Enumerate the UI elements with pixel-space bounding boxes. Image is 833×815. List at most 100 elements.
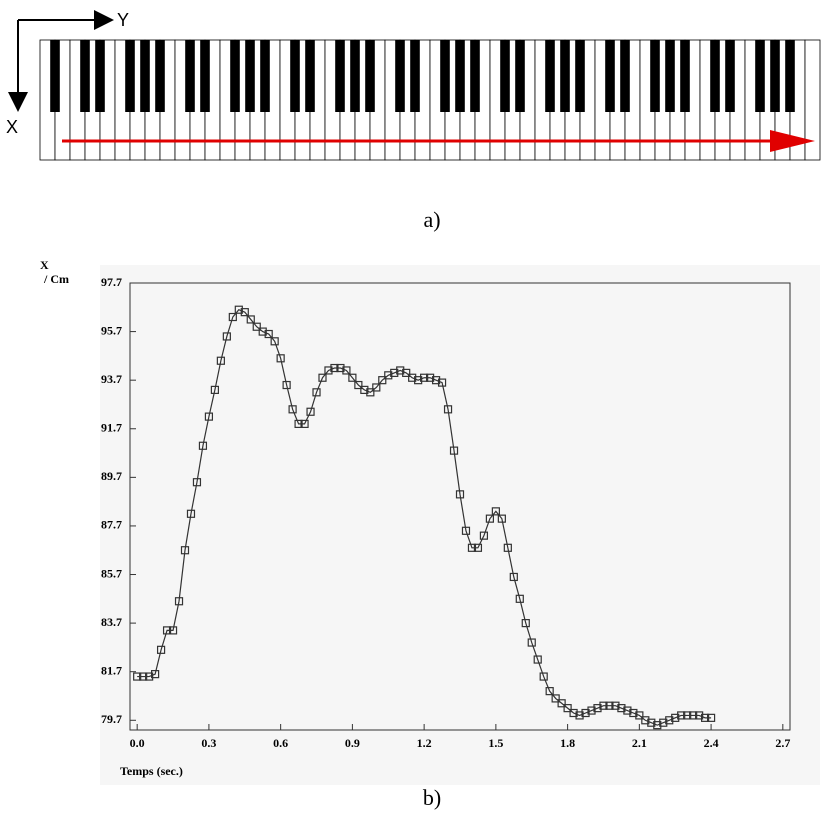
y-tick-label: 79.7 [101,712,122,726]
black-key [605,40,615,112]
data-point [360,385,369,394]
data-point [198,441,208,450]
y-axis-label: / Cm [43,272,69,286]
black-key [185,40,195,112]
data-point [551,694,560,703]
caption-a: a) [423,207,440,232]
data-point [575,711,584,720]
black-key [365,40,375,112]
data-point [557,699,566,708]
x-tick-label: 1.8 [560,736,575,750]
data-point [324,366,333,375]
data-point [384,371,393,380]
data-point [587,706,596,715]
data-point [617,704,626,713]
data-point [420,373,429,382]
data-point [509,572,518,582]
chart-background [100,265,820,785]
data-point [683,711,692,720]
x-tick-label: 0.6 [273,736,288,750]
y-tick-label: 83.7 [101,615,122,629]
black-key [500,40,510,112]
axis-label-y: Y [117,10,129,30]
data-point [701,713,710,722]
data-point [497,514,506,523]
black-key [200,40,210,112]
black-key [245,40,255,112]
piano-keyboard [39,39,821,161]
data-point [348,373,357,382]
data-point [366,388,375,397]
data-point [354,380,363,390]
black-key [515,40,525,112]
caption-b: b) [423,785,441,810]
data-point [593,704,602,713]
data-point [168,626,178,635]
x-tick-label: 0.0 [130,736,145,750]
data-point [294,419,303,429]
black-key [140,40,150,112]
data-point [222,332,231,341]
plot: 79.7 81.7 83.7 85.7 87.7 89.7 91.7 93.7 95.7 97.7… [101,275,790,750]
direction-arrowhead [770,130,815,152]
black-key [545,40,555,112]
data-point [258,327,267,336]
data-point [647,718,656,727]
black-key [410,40,420,112]
black-key [560,40,570,112]
data-point [402,368,411,377]
data-point [437,378,447,387]
data-point [449,446,459,455]
data-point [414,376,423,385]
data-point [270,337,279,346]
data-point [605,701,614,710]
data-point [162,626,172,635]
data-point [426,373,435,382]
data-point [443,405,453,414]
data-point [240,308,249,317]
white-key [804,39,821,161]
data-point [204,412,214,421]
data-point [671,713,680,722]
y-tick-label: 95.7 [101,323,122,337]
y-tick-label: 85.7 [101,566,122,580]
black-key [95,40,105,112]
black-key [710,40,720,112]
data-point [563,704,572,713]
y-tick-label: 97.7 [101,275,122,289]
data-point [156,645,166,654]
data-point [312,388,321,397]
data-point [306,407,315,416]
data-point [133,672,142,681]
data-point [276,354,285,363]
x-tick-label: 0.3 [201,736,216,750]
data-point [139,672,148,681]
black-key [335,40,345,112]
x-tick-label: 2.7 [775,736,790,750]
data-point [372,383,381,392]
data-point [659,718,668,727]
black-key [395,40,405,112]
y-tick-label: 81.7 [101,663,122,677]
data-point [455,490,465,499]
data-point [228,312,237,322]
axis-label-x: X [6,117,18,137]
black-key [260,40,270,112]
data-point [180,546,190,555]
data-point [252,322,261,331]
data-line [137,309,712,726]
data-point [479,531,489,540]
data-point [300,419,309,429]
data-point [629,708,638,718]
black-key [665,40,675,112]
data-point [264,329,273,339]
data-point [706,713,716,722]
x-tick-label: 1.2 [417,736,432,750]
x-tick-label: 0.9 [345,736,360,750]
y-tick-label: 87.7 [101,518,122,532]
black-key [785,40,795,112]
data-point [527,638,536,647]
black-key [680,40,690,112]
data-point [336,363,345,373]
